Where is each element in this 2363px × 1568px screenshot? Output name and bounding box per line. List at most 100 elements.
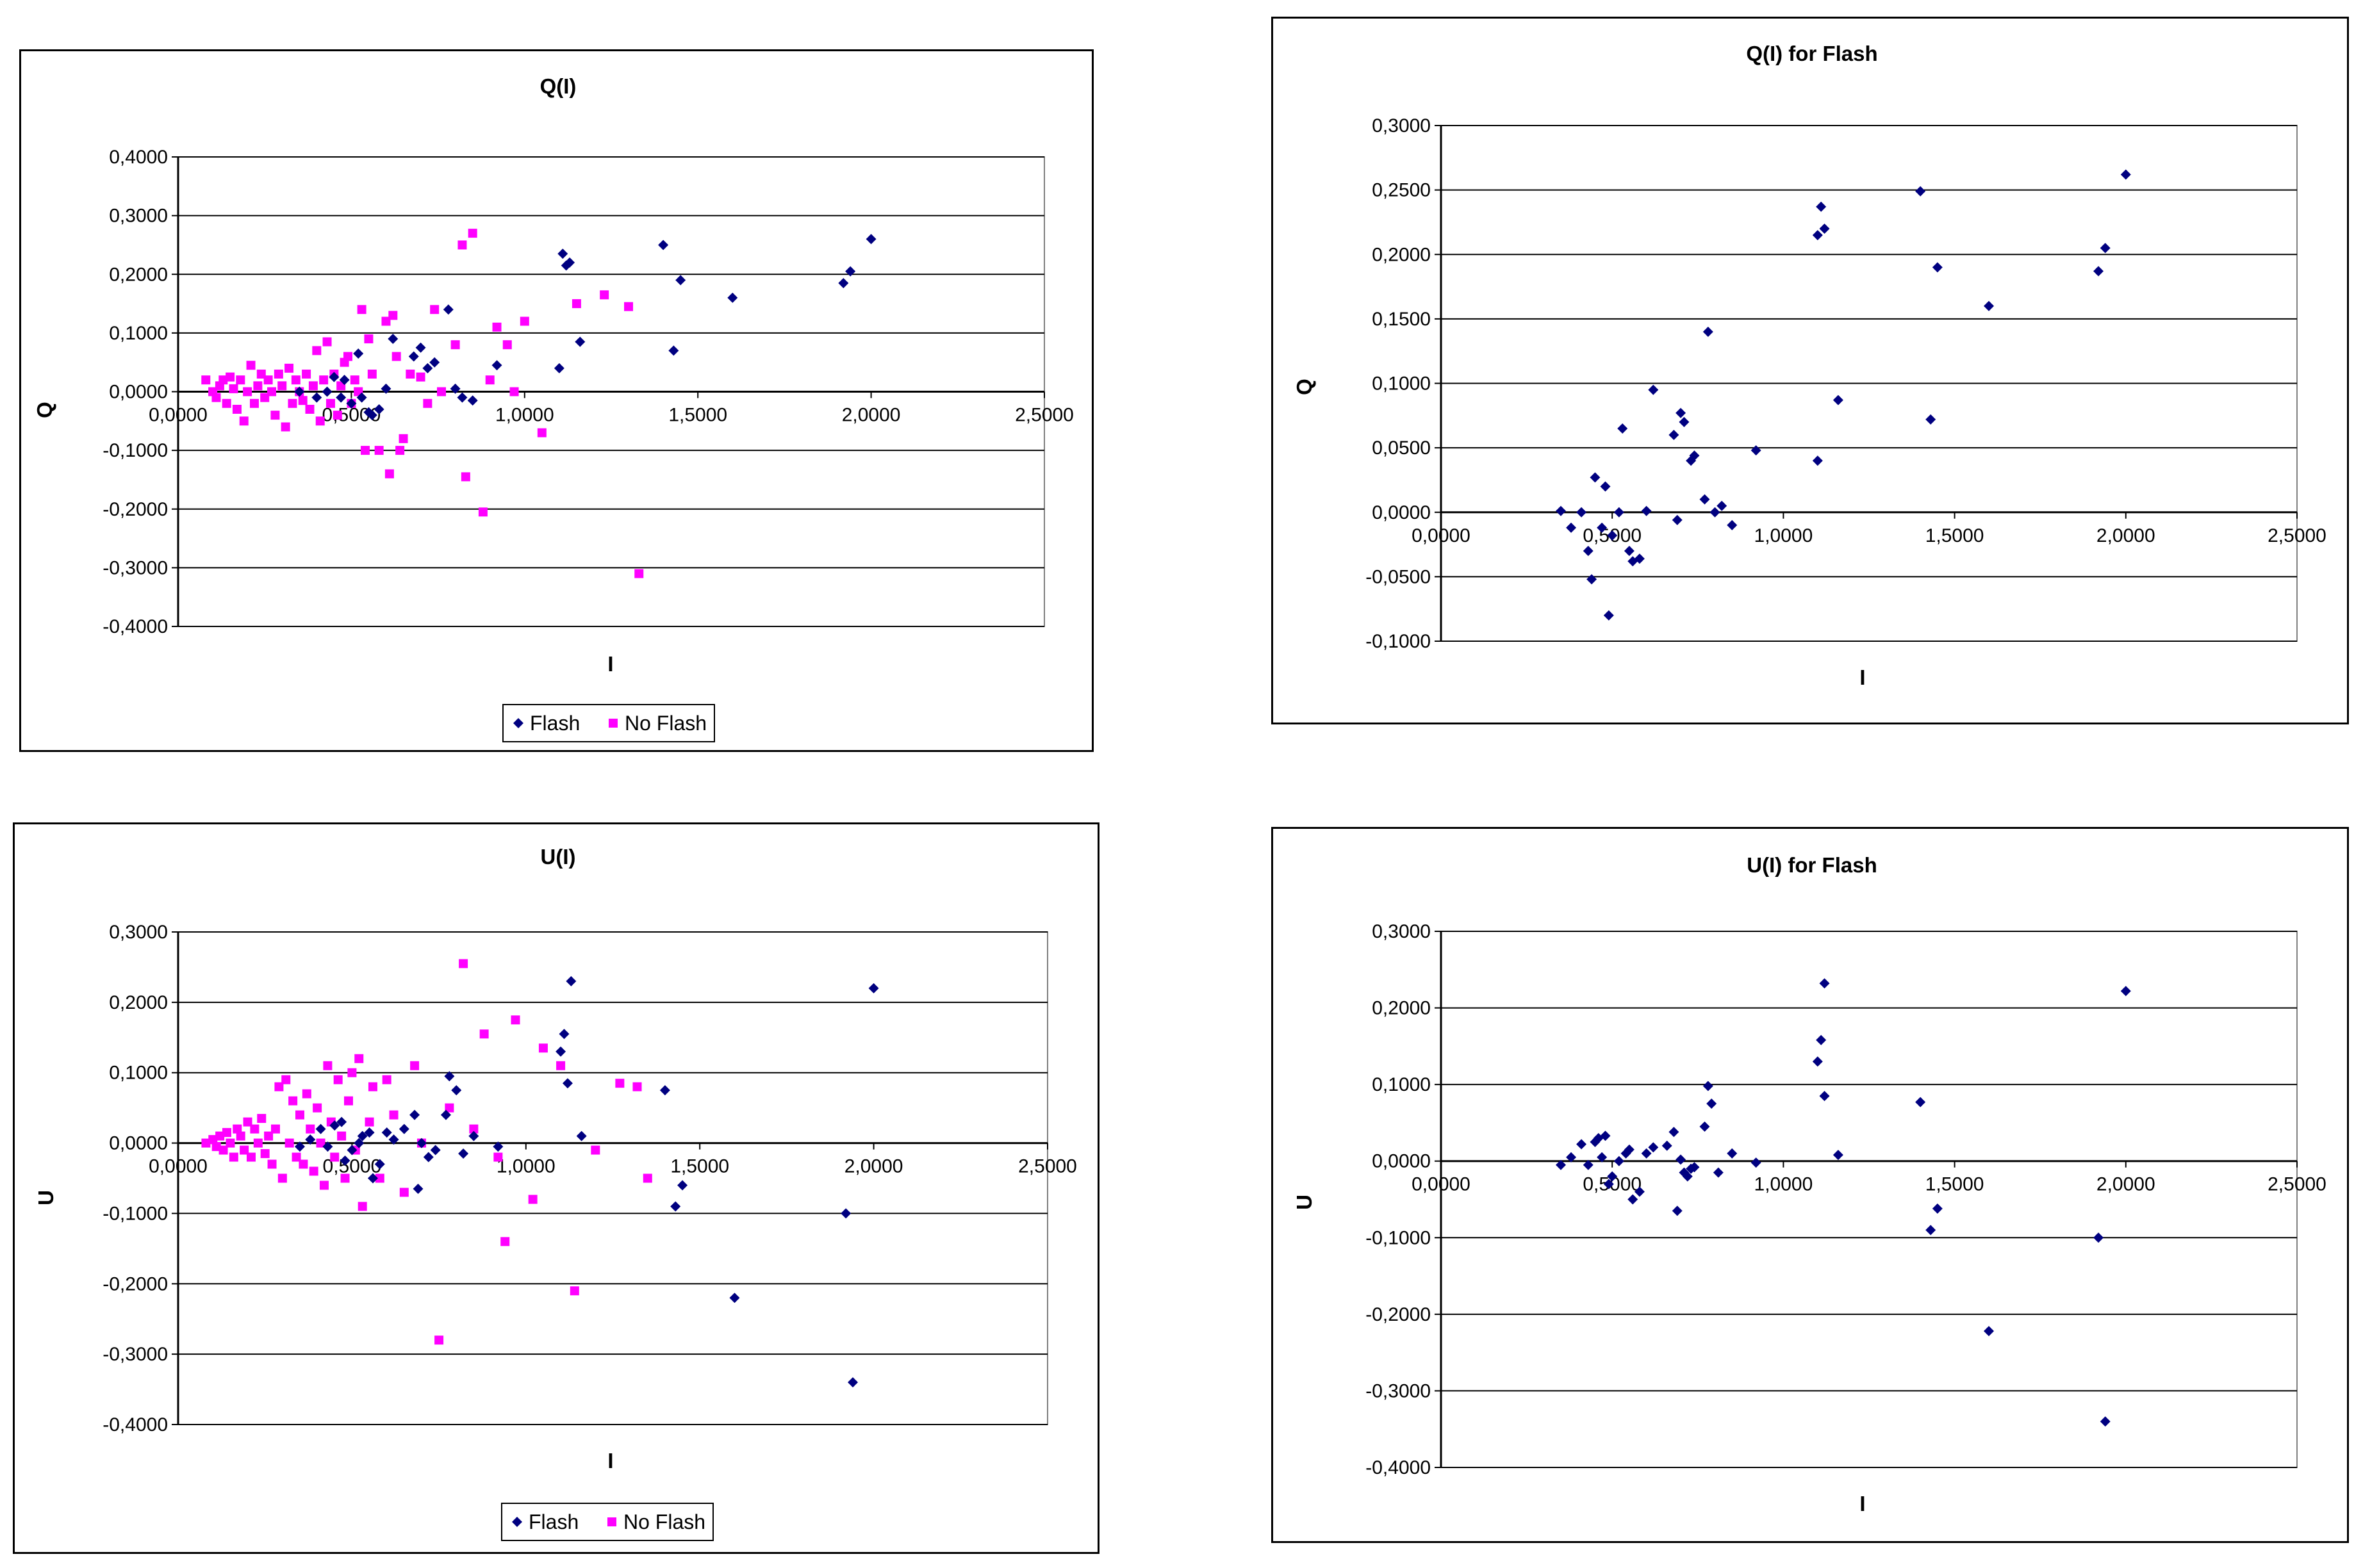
no-flash-point: [270, 411, 280, 420]
legend-no-flash-label: No Flash: [623, 1510, 705, 1533]
no-flash-point: [239, 416, 249, 426]
x-tick-label: 1,5000: [668, 405, 727, 426]
y-tick-label: 0,2000: [109, 992, 168, 1013]
y-axis-label: Q: [1292, 379, 1316, 395]
no-flash-point: [469, 1124, 479, 1134]
no-flash-point: [343, 352, 352, 361]
no-flash-point: [437, 387, 447, 396]
flash-point: [357, 1131, 368, 1141]
no-flash-point: [215, 1131, 225, 1141]
flash-point: [658, 240, 669, 250]
no-flash-point: [292, 1152, 301, 1162]
no-flash-point: [591, 1145, 600, 1155]
no-flash-point: [263, 375, 273, 385]
flash-point: [366, 410, 377, 421]
flash-point: [1634, 1186, 1645, 1197]
no-flash-point: [226, 372, 235, 382]
flash-point: [1586, 574, 1597, 585]
flash-point: [1556, 505, 1567, 516]
no-flash-point: [243, 387, 252, 396]
flash-point: [2100, 243, 2111, 254]
flash-point: [1634, 553, 1645, 564]
y-tick-label: 0,3000: [1372, 921, 1431, 942]
no-flash-point: [511, 1015, 520, 1025]
no-flash-point: [450, 340, 460, 350]
flash-point: [430, 1145, 441, 1156]
flash-point: [468, 1131, 479, 1141]
no-flash-point: [302, 1089, 311, 1098]
no-flash-point: [211, 393, 221, 402]
flash-point: [575, 336, 586, 347]
no-flash-point: [430, 305, 440, 314]
no-flash-point: [374, 446, 384, 455]
flash-point: [2093, 266, 2104, 277]
no-flash-point: [493, 1152, 503, 1162]
legend-flash-marker: [513, 718, 523, 728]
no-flash-point: [257, 1114, 267, 1123]
y-tick-label: -0,1000: [1365, 1227, 1431, 1248]
x-tick-label: 1,5000: [1925, 1174, 1984, 1195]
y-axis-label: Q: [33, 402, 56, 418]
y-tick-label: -0,4000: [1365, 1457, 1431, 1478]
flash-point: [1576, 507, 1587, 518]
no-flash-point: [315, 416, 325, 426]
flash-point: [1925, 414, 1936, 425]
flash-point: [1682, 1171, 1693, 1182]
no-flash-point: [253, 381, 263, 391]
no-flash-point: [256, 370, 266, 379]
no-flash-point: [250, 1124, 259, 1134]
chart-u-of-i: U(I) I U 0,3000 0,2000 0,1000 0,0000 -0,1000…: [13, 822, 1099, 1554]
flash-point: [554, 363, 564, 373]
flash-point: [2120, 169, 2131, 180]
no-flash-point: [302, 370, 311, 379]
flash-point: [1603, 610, 1614, 621]
flash-point: [1702, 1081, 1713, 1091]
flash-point: [556, 1046, 566, 1057]
flash-point: [409, 1109, 420, 1120]
y-tick-label: 0,2500: [1372, 180, 1431, 201]
no-flash-point: [284, 363, 294, 373]
flash-point: [1984, 1326, 1995, 1337]
no-flash-point: [249, 398, 259, 408]
flash-point: [381, 1127, 392, 1138]
y-tick-label: -0,2000: [103, 1273, 168, 1294]
no-flash-point: [260, 1149, 270, 1159]
no-flash-point: [399, 434, 408, 443]
no-flash-point: [218, 375, 228, 385]
flash-point: [1713, 1167, 1724, 1178]
legend-flash-label: Flash: [529, 1510, 579, 1533]
flash-point: [364, 1127, 375, 1138]
no-flash-point: [416, 372, 425, 382]
no-flash-point: [358, 1202, 367, 1211]
flash-point: [443, 304, 454, 315]
y-tick-label: -0,2000: [1365, 1304, 1431, 1325]
flash-point: [1672, 1205, 1683, 1216]
no-flash-point: [364, 334, 374, 344]
no-flash-point: [246, 361, 256, 370]
flash-point: [408, 351, 419, 362]
no-flash-point: [368, 1082, 377, 1091]
x-tick-label: 2,5000: [1018, 1156, 1077, 1177]
flash-point: [311, 392, 322, 403]
flash-point: [340, 1156, 350, 1166]
no-flash-point: [492, 322, 502, 332]
flash-point: [576, 1131, 587, 1141]
flash-point: [1617, 423, 1628, 434]
chart-u-of-i-flash-plot: U(I) for Flash I U 0,3000 0,2000 0,1000 0,0…: [1292, 853, 2326, 1515]
no-flash-point: [277, 381, 287, 391]
no-flash-point: [461, 472, 470, 482]
no-flash-point: [319, 375, 329, 385]
no-flash-point: [384, 469, 394, 478]
flash-point: [374, 1159, 385, 1170]
flash-point: [557, 249, 568, 259]
no-flash-point: [325, 398, 335, 408]
no-flash-point: [468, 229, 477, 238]
no-flash-point: [267, 1159, 277, 1169]
chart-q-of-i-flash-plot: Q(I) for Flash I Q 0,3000 0,2500 0,2000 0,1…: [1292, 42, 2326, 689]
x-axis-label: I: [607, 652, 613, 676]
flash-point: [1750, 445, 1761, 456]
flash-point: [305, 1134, 316, 1145]
x-tick-label: 0,0000: [1412, 525, 1470, 546]
flash-point: [1556, 1159, 1567, 1170]
flash-point: [1717, 500, 1727, 511]
